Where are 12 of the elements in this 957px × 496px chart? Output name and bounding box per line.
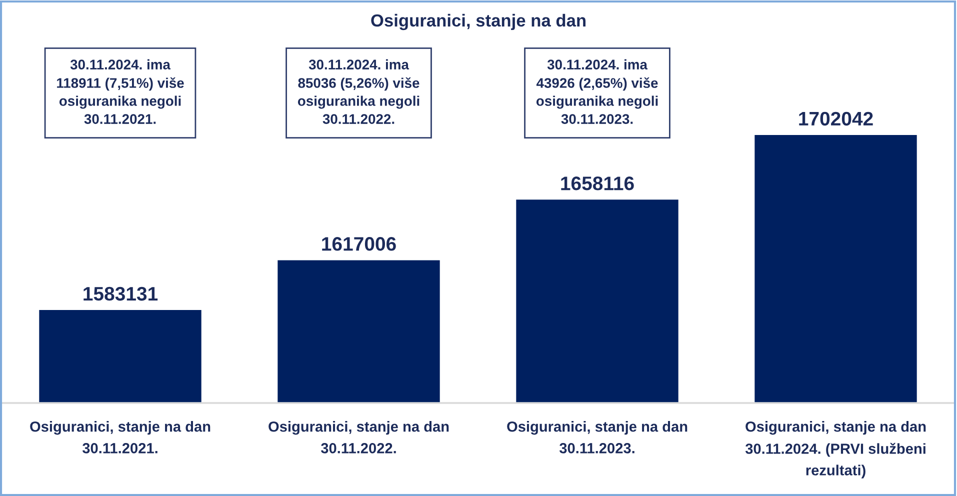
text: 30.11.2024. ima 85036 (5,26%) više osiguranika negoli 30.11.2022. (298, 59, 420, 124)
text: 30.11.2024. ima 43926 (2,65%) više osiguranika negoli 30.11.2023. (536, 59, 658, 124)
x-tick-label: Osiguranici, stanje na dan 30.11.2022. (268, 421, 449, 454)
x-tick-label: Osiguranici, stanje na dan 30.11.2024. (PRVI službeni rezultati) (745, 421, 926, 478)
data-label: 1702042 (799, 112, 873, 126)
chart-title: Osiguranici, stanje na dan (371, 14, 586, 30)
data-label: 1617006 (322, 237, 396, 251)
data-label: 1583131 (84, 286, 158, 301)
data-label: 1658116 (561, 176, 634, 190)
text: 30.11.2024. ima 118911 (7,51%) više osiguranika negoli 30.11.2021. (57, 59, 184, 124)
x-tick-label: Osiguranici, stanje na dan 30.11.2021. (30, 421, 210, 454)
x-tick-label: Osiguranici, stanje na dan 30.11.2023. (507, 421, 688, 454)
